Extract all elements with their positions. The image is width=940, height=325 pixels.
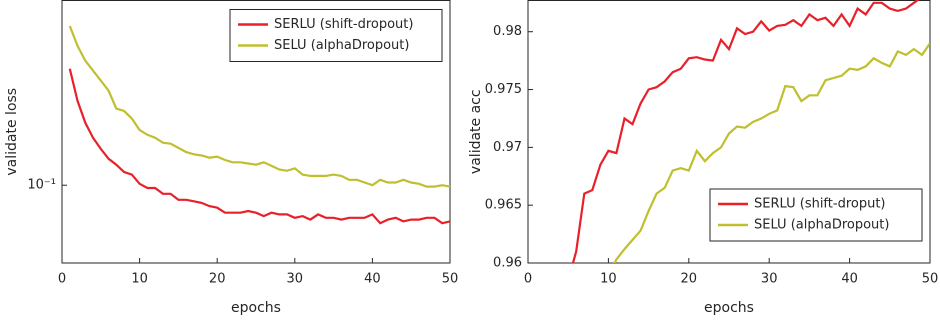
x-axis-label: epochs xyxy=(231,300,281,316)
legend-box xyxy=(709,188,923,242)
x-tick-label: 50 xyxy=(442,272,459,287)
line-series xyxy=(68,68,450,225)
x-tick-label: 40 xyxy=(364,272,381,287)
y-tick-label: 0.96 xyxy=(493,256,522,271)
y-tick-label: 0.975 xyxy=(485,82,522,97)
x-tick-label: 20 xyxy=(209,272,226,287)
legend-label: SELU (alphaDropout) xyxy=(274,38,409,53)
y-tick-label: 0.98 xyxy=(493,24,522,39)
x-tick-label: 0 xyxy=(58,272,66,287)
y-axis-label: validate acc xyxy=(468,89,484,174)
plot-area xyxy=(571,0,930,263)
axes-box xyxy=(61,0,451,264)
x-tick-label: 0 xyxy=(524,272,532,287)
plot-area xyxy=(68,25,450,225)
legend-box xyxy=(229,9,443,62)
x-tick-label: 20 xyxy=(681,272,698,287)
x-tick-label: 40 xyxy=(841,272,858,287)
y-axis-label: validate loss xyxy=(4,88,20,176)
y-tick-label: 10⁻¹ xyxy=(27,178,56,193)
y-tick-label: 0.97 xyxy=(493,140,522,155)
legend-label: SELU (alphaDropout) xyxy=(754,218,889,233)
legend-label: SERLU (shift-droput) xyxy=(754,197,886,212)
line-series xyxy=(613,42,930,263)
x-tick-label: 10 xyxy=(131,272,148,287)
x-tick-label: 50 xyxy=(922,272,939,287)
x-tick-label: 30 xyxy=(761,272,778,287)
line-series xyxy=(571,0,920,263)
y-tick-label: 0.965 xyxy=(485,198,522,213)
axes-box xyxy=(527,0,931,264)
line-series xyxy=(68,25,450,188)
legend-label: SERLU (shift-dropout) xyxy=(274,17,413,32)
x-tick-label: 30 xyxy=(287,272,304,287)
x-tick-label: 10 xyxy=(600,272,617,287)
x-axis-label: epochs xyxy=(704,300,754,316)
